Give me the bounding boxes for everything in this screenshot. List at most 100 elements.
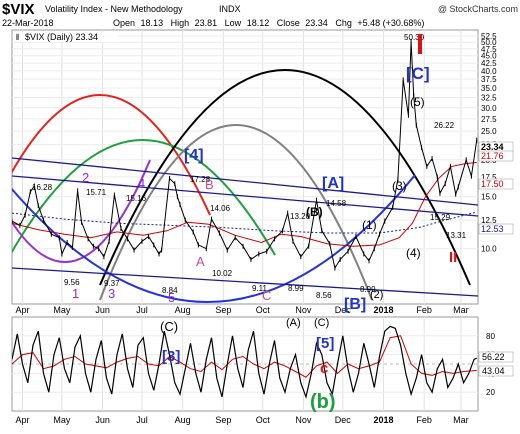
wave-label-main: [A] — [322, 175, 344, 192]
cycle-arc-gray — [99, 124, 373, 301]
ma200-line — [12, 211, 477, 234]
lower-y-tick-label: 20 — [486, 388, 495, 397]
y-tick-label: 17.5 — [481, 173, 497, 182]
ticker-title: $VIX — [2, 1, 35, 18]
grid-layer — [12, 30, 478, 411]
y-tick-label: 47.5 — [481, 45, 497, 54]
chg-label: Chg — [335, 18, 352, 28]
price-tag-box — [478, 223, 514, 235]
price-label: 16.28 — [32, 183, 53, 192]
cycle-arc-purple — [12, 159, 151, 263]
price-label: 17.28 — [190, 175, 211, 184]
x-tick-label-main: Nov — [295, 305, 312, 315]
lower-tag-box — [478, 351, 514, 363]
oscillator-line — [12, 325, 477, 400]
x-tick-label-main: Jun — [95, 305, 110, 315]
cycle-arc-black — [99, 69, 471, 286]
price-tag-text: 12.53 — [481, 224, 504, 234]
wave-label-lower: (C) — [160, 319, 178, 334]
y-tick-label: 42.5 — [481, 59, 497, 68]
x-tick-label-main: Apr — [15, 305, 29, 315]
x-tick-label-lower: Apr — [15, 415, 29, 425]
channel-line-base — [12, 267, 478, 297]
price-label: 8.99 — [360, 285, 376, 294]
x-tick-label-lower: May — [53, 415, 71, 425]
open-label: Open — [113, 18, 135, 28]
cycle-arc-green — [12, 139, 276, 256]
date-label: 22-Mar-2018 — [2, 18, 54, 28]
wave-label-main: A — [196, 254, 205, 269]
price-label: 9.11 — [252, 284, 268, 293]
y-tick-label: 30.0 — [481, 104, 497, 113]
y-tick-label: 35.0 — [481, 84, 497, 93]
chg-value: +5.48 (+30.68%) — [357, 18, 424, 28]
lower-tag-box — [478, 365, 514, 377]
x-tick-label-lower: Oct — [256, 415, 271, 425]
wave-label-main: 1 — [72, 286, 79, 301]
wave-label-main: (4) — [406, 246, 421, 260]
high-label: High — [171, 18, 190, 28]
exchange-label: INDX — [219, 4, 241, 14]
wave-label-main: (A) — [286, 317, 301, 329]
wave-label-main: [4] — [184, 147, 204, 164]
axis-layer: Apr Apr May May Jun Jun Jul Jul Aug Aug Sep Sep Oct O… — [15, 32, 497, 425]
x-tick-label-main: Mar — [453, 305, 469, 315]
x-tick-label-lower: Jul — [136, 415, 148, 425]
wave-label-main: (C) — [314, 317, 329, 329]
wave-label-lower: c — [320, 360, 328, 377]
price-label: 14.58 — [326, 199, 347, 208]
cycle-arc-blue — [12, 174, 416, 303]
legend-box — [14, 32, 118, 42]
price-label: 15.16 — [126, 194, 147, 203]
lower-y-tick-label: 80 — [486, 332, 495, 341]
wave-label-main: (2) — [370, 289, 383, 301]
x-tick-label-lower: Mar — [453, 415, 469, 425]
x-tick-label-main: Sep — [215, 305, 231, 315]
price-label: 14.06 — [210, 204, 231, 213]
price-label: 9.37 — [104, 279, 120, 288]
wave-label-main: (3) — [392, 179, 407, 193]
wave-label-lower: [3] — [162, 348, 180, 365]
legend-text: $VIX (Daily) 23.34 — [25, 32, 98, 42]
price-label: 10.02 — [212, 269, 233, 278]
index-name: Volatility Index - New Methodology — [45, 4, 183, 14]
wave-label-main: (B) — [306, 205, 323, 219]
y-tick-label: 40.0 — [481, 67, 497, 76]
lower-panel-frame — [11, 316, 479, 412]
x-tick-label-main: May — [53, 305, 71, 315]
y-tick-label: 25.0 — [481, 127, 497, 136]
wave-label-main: (5) — [410, 95, 425, 109]
price-label: 15.71 — [86, 188, 107, 197]
x-tick-label-main: Dec — [335, 305, 352, 315]
y-tick-label: 52.5 — [481, 32, 497, 41]
ohlc-line: Open 18.13 High 23.81 Low 18.12 Close 23… — [113, 18, 424, 28]
lower-tag-text: 43.04 — [482, 366, 505, 376]
wave-label-main: (1) — [362, 218, 377, 232]
y-tick-label: 15.0 — [481, 193, 497, 202]
wave-label-main: II — [449, 249, 457, 266]
price-label: 50.30 — [404, 33, 425, 42]
wave-label-main: 3 — [108, 286, 115, 301]
x-tick-label-lower: Dec — [335, 415, 352, 425]
x-tick-label-lower: Nov — [295, 415, 312, 425]
channel-line-lower — [12, 175, 478, 217]
x-tick-label-lower: Aug — [175, 415, 191, 425]
open-value: 18.13 — [141, 18, 164, 28]
high-value: 23.81 — [195, 18, 218, 28]
y-tick-label: 10.0 — [481, 245, 497, 254]
legend-bars-icon: ⫴ — [16, 33, 19, 42]
x-tick-label-lower: Feb — [416, 415, 432, 425]
low-value: 18.12 — [247, 18, 270, 28]
wave-label-main: [C] — [406, 64, 430, 83]
x-tick-label-lower: Sep — [215, 415, 231, 425]
watermark: @ StockCharts.com — [438, 4, 518, 14]
y-tick-label: 12.5 — [481, 216, 497, 225]
y-tick-label: 27.5 — [481, 115, 497, 124]
spike-marker — [418, 34, 422, 54]
x-tick-label-main: Feb — [416, 305, 432, 315]
annotation-layer: 16.28 15.71 15.16 17.28 14.06 13.20 14.58 9.56 9… — [32, 33, 514, 413]
y-tick-label: 37.5 — [481, 75, 497, 84]
price-label: 13.31 — [446, 231, 467, 240]
price-label: 9.56 — [64, 278, 80, 287]
